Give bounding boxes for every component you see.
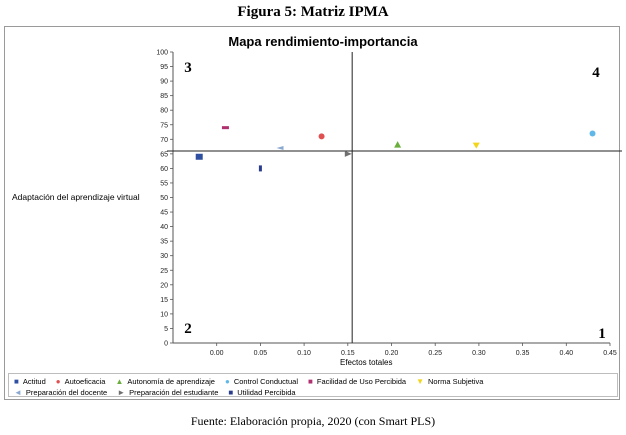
y-tick-label: 60: [160, 166, 168, 173]
y-tick-label: 55: [160, 180, 168, 187]
legend-marker: ■: [308, 377, 313, 386]
data-point: [258, 165, 262, 172]
y-tick-label: 35: [160, 239, 168, 246]
legend-marker: ●: [55, 377, 61, 386]
y-tick-label: 20: [160, 282, 168, 289]
y-tick-label: 100: [156, 50, 168, 57]
legend-label: Actitud: [22, 377, 46, 386]
x-tick-label: 0.30: [472, 350, 486, 357]
y-tick-label: 0: [164, 341, 168, 348]
legend-label: Utilidad Percibida: [237, 388, 296, 397]
y-axis-label: Adaptación del aprendizaje virtual: [12, 192, 140, 202]
legend-row-1: ■ Actitud ● Autoeficacia ▲ Autonomía de apren…: [14, 377, 493, 386]
legend-item: ■ Actitud: [14, 377, 46, 386]
y-tick-label: 45: [160, 210, 168, 217]
x-tick-label: 0.40: [559, 350, 573, 357]
x-axis-label: Efectos totales: [340, 358, 393, 367]
y-tick-label: 15: [160, 297, 168, 304]
figure-caption: Fuente: Elaboración propia, 2020 (con Sm…: [190, 414, 436, 428]
y-tick-label: 95: [160, 64, 168, 71]
chart-frame: [4, 26, 620, 400]
quadrant-label: 3: [184, 60, 192, 76]
legend-label: Control Conductual: [233, 377, 299, 386]
legend-item: ● Control Conductual: [225, 377, 298, 386]
data-point: [589, 130, 596, 137]
legend-marker: ▼: [416, 377, 425, 386]
legend-marker: ◄: [14, 388, 22, 397]
data-point: [221, 126, 229, 130]
x-tick-label: 0.45: [603, 350, 617, 357]
y-tick-label: 75: [160, 122, 168, 129]
legend-item: ▼ Norma Subjetiva: [416, 377, 483, 386]
legend-item: ● Autoeficacia: [56, 377, 106, 386]
data-point: [318, 133, 325, 140]
legend-row-2: ◄ Preparación del docente ► Preparación del…: [14, 388, 306, 397]
legend-marker: ▲: [115, 377, 124, 386]
x-tick-label: 0.35: [516, 350, 530, 357]
legend-item: ► Preparación del estudiante: [117, 388, 218, 397]
legend-item: ■ Facilidad de Uso Percibida: [308, 377, 406, 386]
y-tick-label: 50: [160, 195, 168, 202]
legend-marker: ■: [14, 377, 19, 386]
legend-item: ■ Utilidad Percibida: [228, 388, 295, 397]
y-tick-label: 25: [160, 268, 168, 275]
x-tick-label: 0.05: [254, 350, 268, 357]
legend-marker: ■: [228, 388, 234, 397]
data-point: [394, 141, 402, 148]
x-tick-label: 0.20: [385, 350, 399, 357]
legend-item: ▲ Autonomía de aprendizaje: [115, 377, 214, 386]
y-tick-label: 70: [160, 137, 168, 144]
x-tick-label: 0.25: [428, 350, 442, 357]
data-point: [195, 153, 203, 160]
quadrant-label: 4: [592, 65, 600, 81]
x-tick-label: 0.00: [210, 350, 224, 357]
legend-label: Preparación del docente: [25, 388, 108, 397]
x-tick-label: 0.15: [341, 350, 355, 357]
y-tick-label: 10: [160, 311, 168, 318]
legend-label: Autoeficacia: [64, 377, 106, 386]
legend-marker: ►: [117, 388, 126, 397]
quadrant-label: 2: [184, 321, 192, 337]
y-tick-label: 90: [160, 79, 168, 86]
figure-title: Figura 5: Matriz IPMA: [237, 4, 389, 20]
legend-label: Autonomía de aprendizaje: [127, 377, 215, 386]
legend-label: Preparación del estudiante: [129, 388, 219, 397]
legend: [8, 373, 618, 397]
legend-label: Norma Subjetiva: [428, 377, 484, 386]
legend-label: Facilidad de Uso Percibida: [316, 377, 407, 386]
y-tick-label: 80: [160, 108, 168, 115]
data-point: [472, 142, 480, 149]
data-point: [344, 150, 352, 157]
y-tick-label: 30: [160, 253, 168, 260]
x-tick-label: 0.10: [297, 350, 311, 357]
chart-title: Mapa rendimiento-importancia: [228, 34, 418, 49]
y-tick-label: 85: [160, 93, 168, 100]
y-tick-label: 65: [160, 151, 168, 158]
quadrant-label: 1: [598, 326, 606, 342]
data-point: [276, 146, 284, 151]
legend-item: ◄ Preparación del docente: [14, 388, 107, 397]
y-tick-label: 5: [164, 326, 168, 333]
y-tick-label: 40: [160, 224, 168, 231]
legend-marker: ●: [224, 377, 230, 386]
